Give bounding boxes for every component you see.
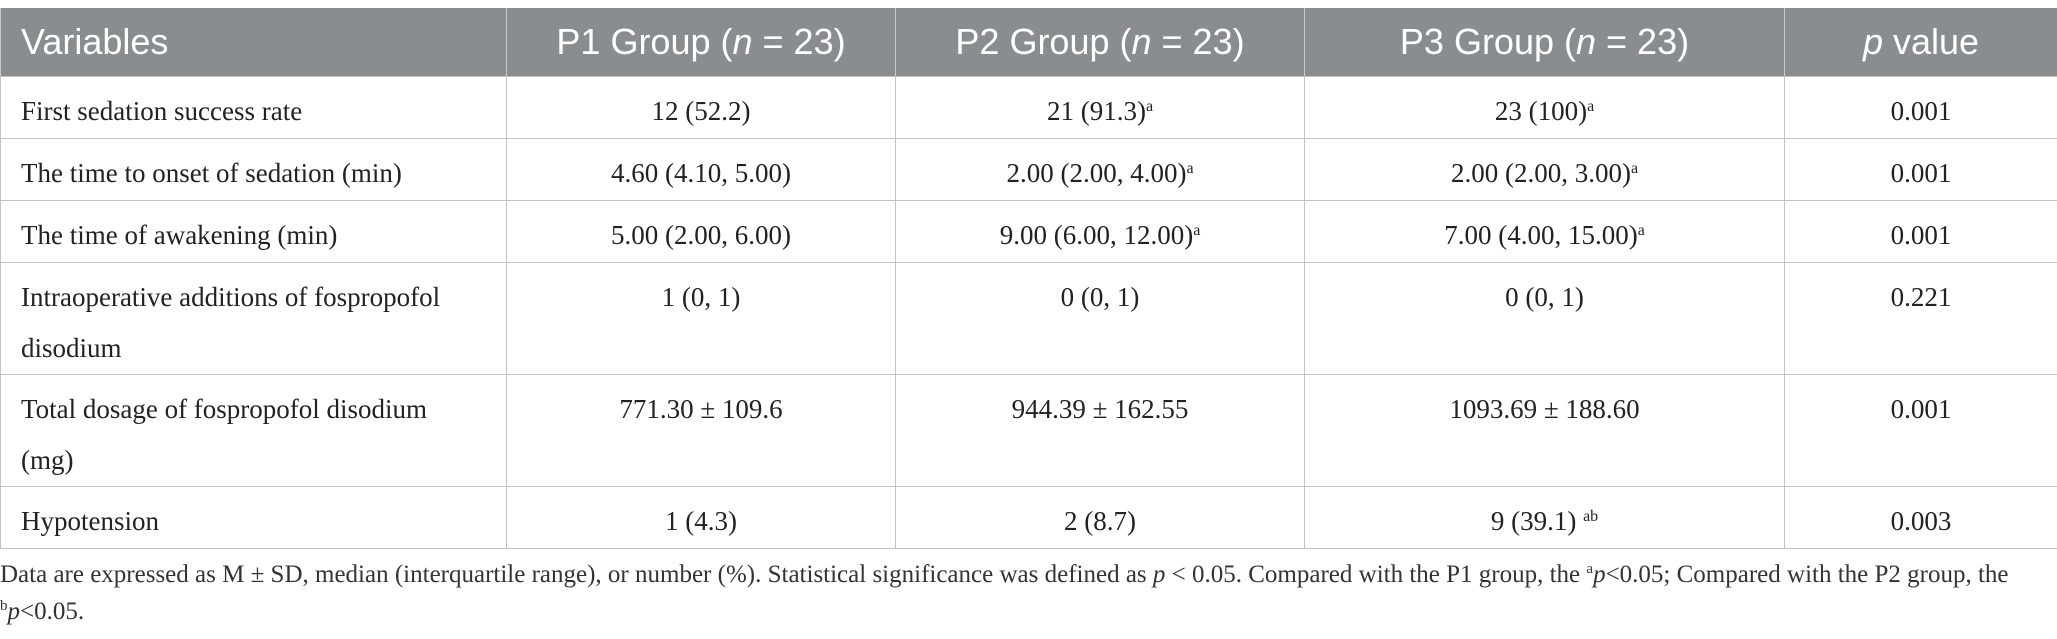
table-row: Intraoperative additions of fospropofol … <box>0 262 2057 375</box>
header-p2-group: P2 Group (n = 23) <box>895 8 1305 77</box>
header-row: Variables P1 Group (n = 23) P2 Group (n … <box>0 8 2057 77</box>
table-row: The time of awakening (min) 5.00 (2.00, … <box>0 200 2057 263</box>
variable-cell: Hypotension <box>0 486 507 549</box>
p1-cell: 4.60 (4.10, 5.00) <box>506 138 896 201</box>
variable-cell: Total dosage of fospropofol disodium (mg… <box>0 374 507 487</box>
variable-cell: First sedation success rate <box>0 76 507 139</box>
table-row: Hypotension 1 (4.3) 2 (8.7) 9 (39.1) ab … <box>0 486 2057 549</box>
p3-cell: 2.00 (2.00, 3.00)a <box>1304 138 1785 201</box>
variable-cell: Intraoperative additions of fospropofol … <box>0 262 507 375</box>
table-footnote: Data are expressed as M ± SD, median (in… <box>0 561 2009 625</box>
table-row: Total dosage of fospropofol disodium (mg… <box>0 374 2057 487</box>
p1-cell: 1 (4.3) <box>506 486 896 549</box>
p-value-cell: 0.003 <box>1784 486 2057 549</box>
p2-cell: 21 (91.3)a <box>895 76 1305 139</box>
header-p-value: p value <box>1784 8 2057 77</box>
p2-cell: 0 (0, 1) <box>895 262 1305 375</box>
header-variables: Variables <box>0 8 507 77</box>
p1-cell: 771.30 ± 109.6 <box>506 374 896 487</box>
table-row: The time to onset of sedation (min) 4.60… <box>0 138 2057 201</box>
p3-cell: 0 (0, 1) <box>1304 262 1785 375</box>
results-table: Variables P1 Group (n = 23) P2 Group (n … <box>0 8 2057 549</box>
p1-cell: 5.00 (2.00, 6.00) <box>506 200 896 263</box>
p-value-cell: 0.001 <box>1784 200 2057 263</box>
p3-cell: 1093.69 ± 188.60 <box>1304 374 1785 487</box>
p2-cell: 9.00 (6.00, 12.00)a <box>895 200 1305 263</box>
p2-cell: 2 (8.7) <box>895 486 1305 549</box>
p2-cell: 2.00 (2.00, 4.00)a <box>895 138 1305 201</box>
p3-cell: 9 (39.1) ab <box>1304 486 1785 549</box>
variable-cell: The time to onset of sedation (min) <box>0 138 507 201</box>
variable-cell: The time of awakening (min) <box>0 200 507 263</box>
p-value-cell: 0.221 <box>1784 262 2057 375</box>
p2-cell: 944.39 ± 162.55 <box>895 374 1305 487</box>
p-value-cell: 0.001 <box>1784 374 2057 487</box>
p-value-cell: 0.001 <box>1784 138 2057 201</box>
p3-cell: 23 (100)a <box>1304 76 1785 139</box>
table-row: First sedation success rate 12 (52.2) 21… <box>0 76 2057 139</box>
p1-cell: 1 (0, 1) <box>506 262 896 375</box>
header-p3-group: P3 Group (n = 23) <box>1304 8 1785 77</box>
p1-cell: 12 (52.2) <box>506 76 896 139</box>
p-value-cell: 0.001 <box>1784 76 2057 139</box>
p3-cell: 7.00 (4.00, 15.00)a <box>1304 200 1785 263</box>
header-p1-group: P1 Group (n = 23) <box>506 8 896 77</box>
